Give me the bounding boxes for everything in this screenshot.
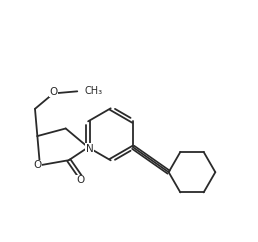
Text: N: N <box>86 144 94 154</box>
Text: O: O <box>49 87 58 97</box>
Text: CH₃: CH₃ <box>85 86 103 96</box>
Text: O: O <box>33 160 41 170</box>
Text: O: O <box>76 175 84 185</box>
